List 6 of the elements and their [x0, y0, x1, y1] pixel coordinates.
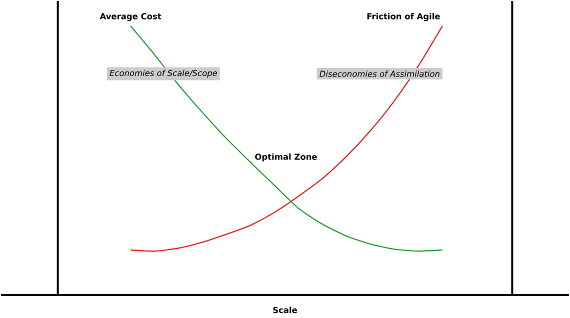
series-label: Friction of Agile [367, 13, 440, 22]
x-axis-title: Scale [273, 306, 297, 314]
annotation: Diseconomies of Assimilation [320, 70, 440, 77]
annotation: Optimal Zone [255, 154, 317, 162]
annotation: Economies of Scale/Scope [110, 70, 218, 78]
series-label: Average Cost [100, 13, 162, 22]
